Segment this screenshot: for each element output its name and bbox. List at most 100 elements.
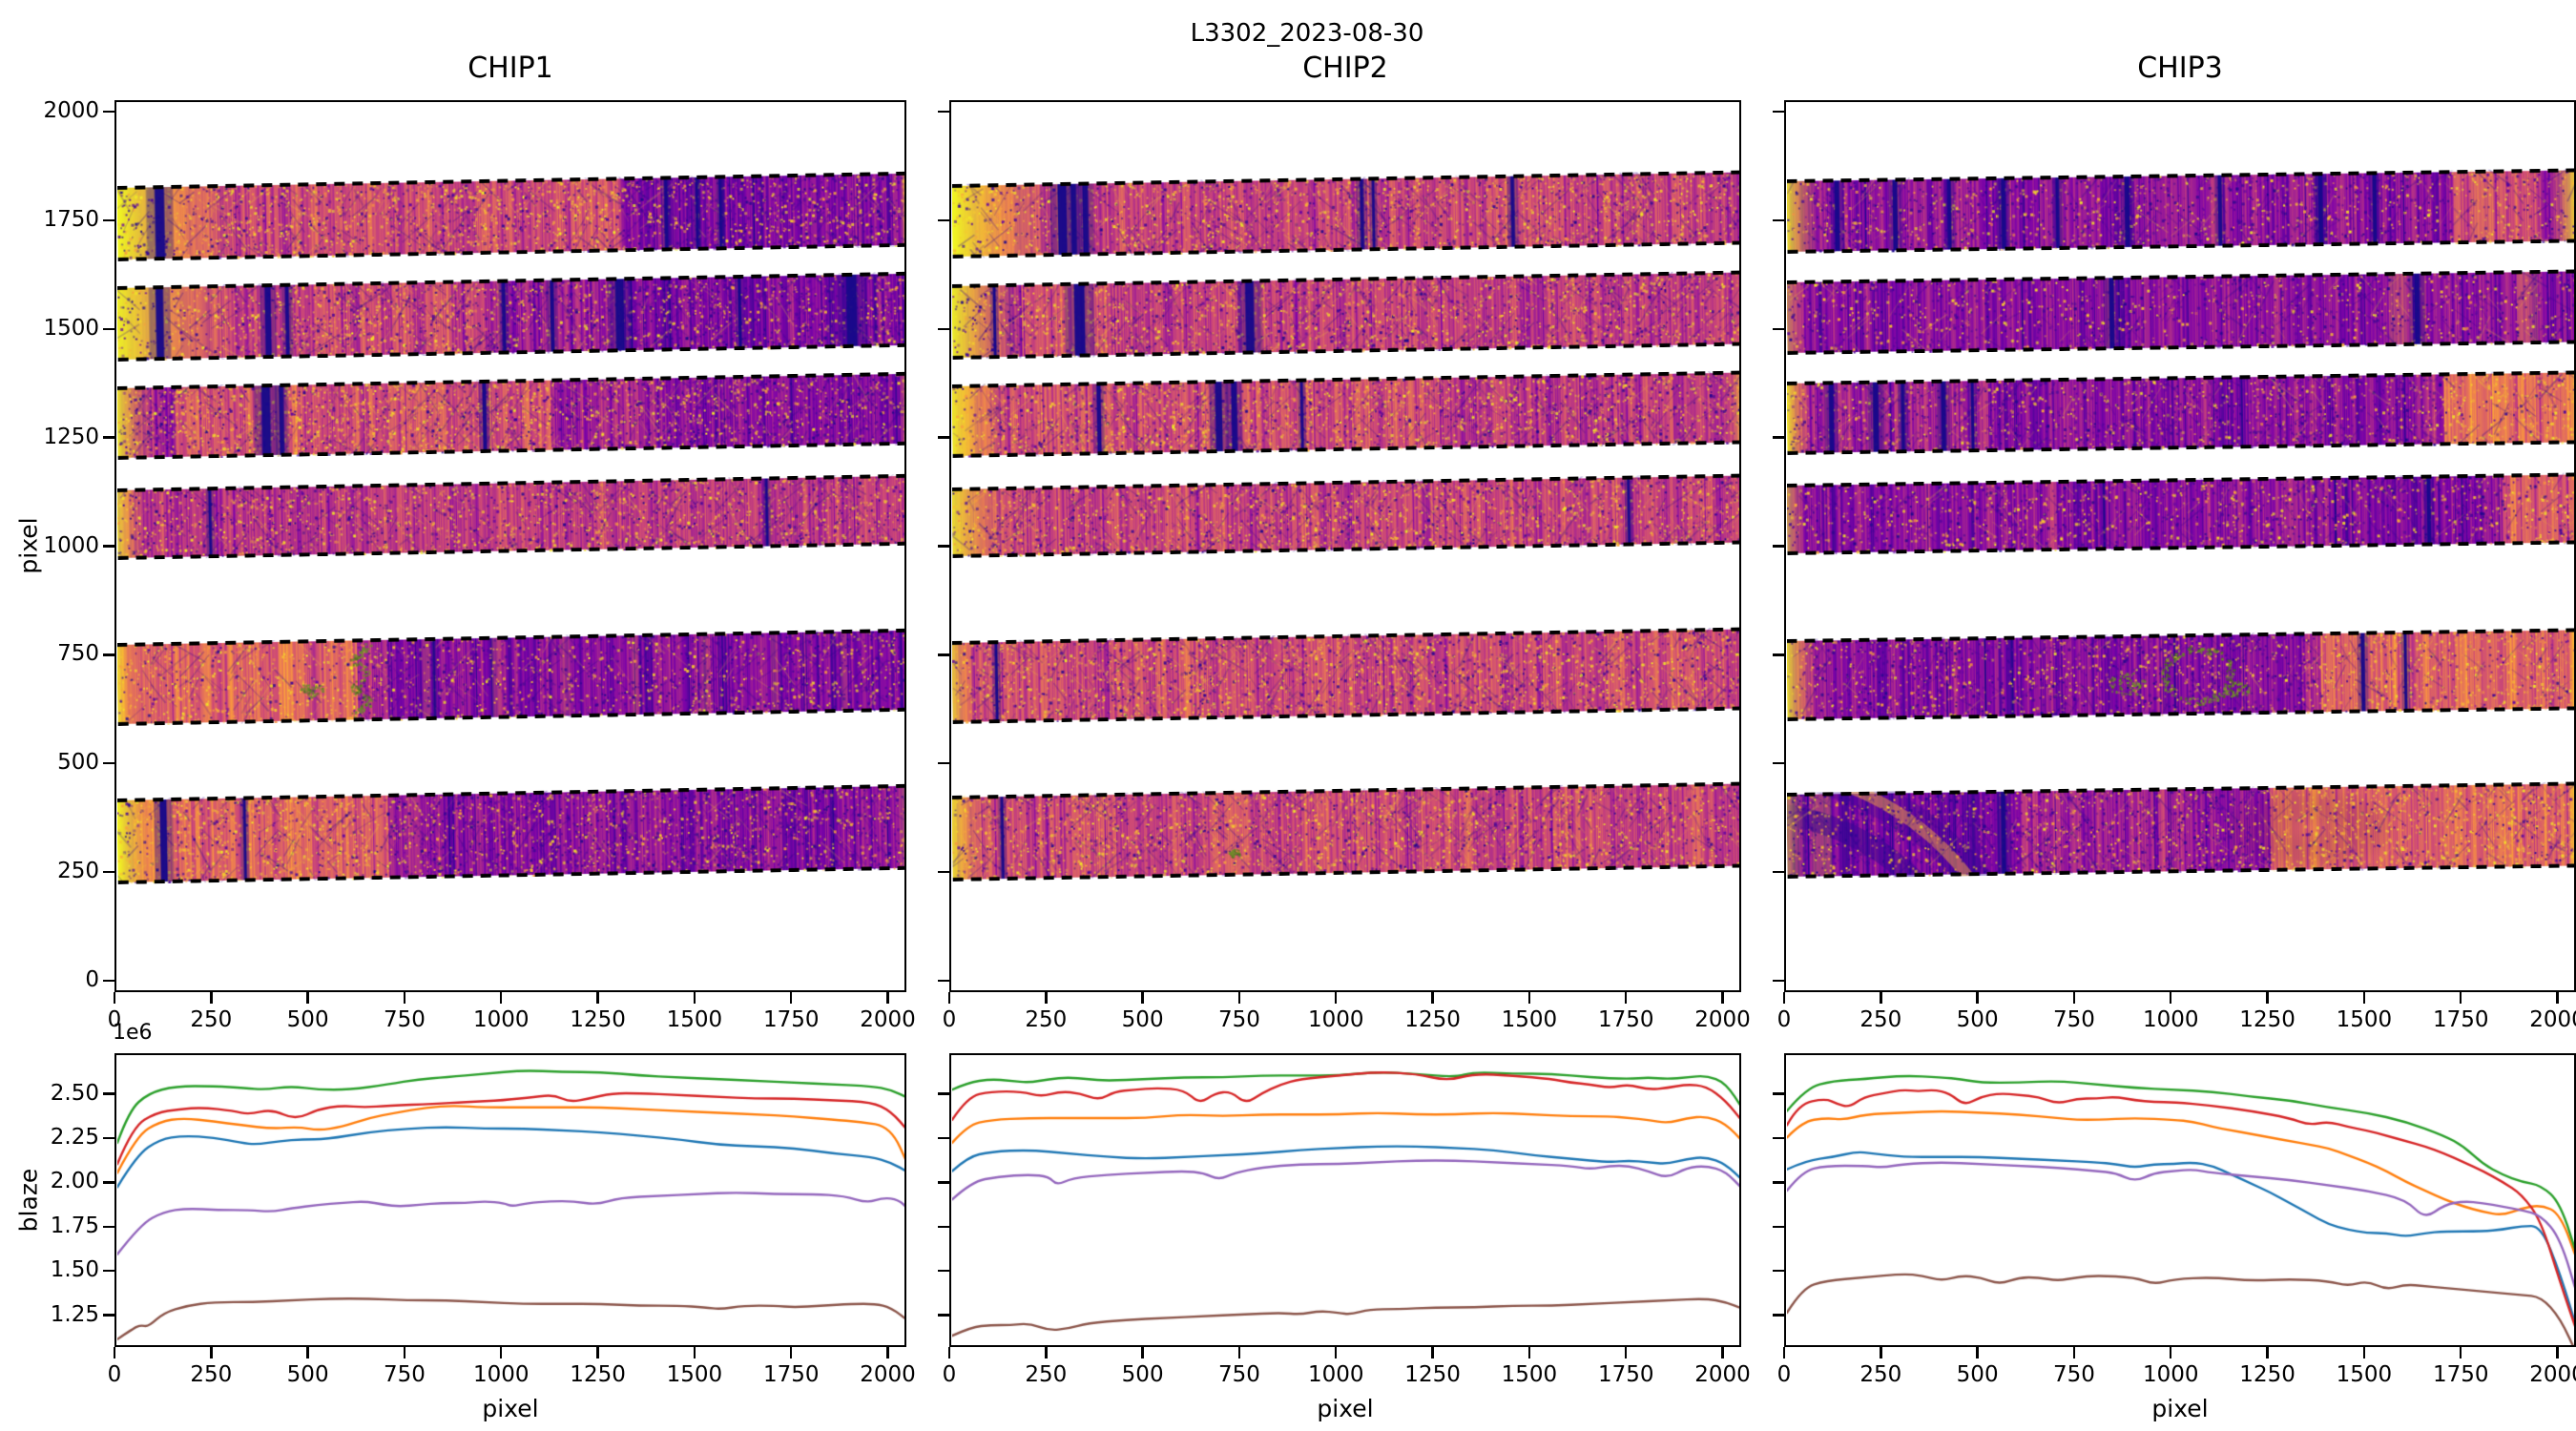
axis-tick: [1773, 436, 1784, 439]
x-tick-label: 750: [2053, 1362, 2095, 1387]
axis-tick: [790, 992, 793, 1004]
echelle-order-stripe: [116, 628, 904, 726]
x-tick-label: 1250: [1404, 1007, 1461, 1032]
y-tick-label: 1500: [43, 315, 99, 341]
axis-tick: [1625, 992, 1628, 1004]
x-tick-label: 1500: [2336, 1007, 2393, 1032]
order-image-canvas: [116, 271, 904, 362]
axis-tick: [938, 1225, 949, 1229]
axis-tick: [103, 1092, 114, 1095]
x-tick-label: 1250: [2239, 1362, 2296, 1387]
axis-tick: [1782, 1347, 1786, 1358]
axis-tick: [938, 1181, 949, 1184]
y-offset-text: 1e6: [113, 1021, 153, 1045]
axis-tick: [103, 653, 114, 656]
axis-tick: [1773, 1181, 1784, 1184]
x-tick-label: 2000: [2529, 1007, 2576, 1032]
axis-tick: [103, 1270, 114, 1273]
x-tick-label: 500: [1956, 1007, 1999, 1032]
axis-tick: [1773, 1270, 1784, 1273]
axis-tick: [210, 1347, 213, 1358]
axis-tick: [1335, 992, 1338, 1004]
axis-tick: [1431, 1347, 1434, 1358]
y-tick-label: 2.00: [50, 1169, 99, 1194]
order-image-canvas: [1786, 268, 2574, 355]
x-tick-label: 1000: [472, 1007, 530, 1032]
axis-tick: [1045, 992, 1048, 1004]
x-tick-label: 0: [1776, 1007, 1792, 1032]
axis-tick: [210, 992, 213, 1004]
echelle-order-stripe: [116, 271, 904, 362]
axis-tick: [1773, 870, 1784, 874]
axis-tick: [103, 1314, 114, 1317]
x-tick-label: 250: [190, 1007, 233, 1032]
echelle-order-stripe: [116, 171, 904, 261]
x-tick-label: 1750: [2432, 1362, 2489, 1387]
echelle-order-stripe: [116, 473, 904, 560]
axis-tick: [1773, 110, 1784, 114]
axis-tick: [1773, 1225, 1784, 1229]
axis-tick: [1782, 992, 1786, 1004]
axis-tick: [500, 1347, 503, 1358]
echelle-order-stripe: [1786, 369, 2574, 455]
axis-tick: [938, 979, 949, 983]
axis-tick: [2266, 1347, 2269, 1358]
axis-tick: [1976, 1347, 1979, 1358]
x-tick-label: 500: [1121, 1362, 1164, 1387]
axis-tick: [2556, 1347, 2559, 1358]
x-tick-label: 250: [1859, 1007, 1902, 1032]
axis-tick: [500, 992, 503, 1004]
x-tick-label: 1000: [1307, 1007, 1364, 1032]
axis-tick: [2556, 992, 2559, 1004]
x-tick-label: 750: [384, 1007, 426, 1032]
blaze-curves-canvas: [116, 1055, 904, 1345]
axis-tick: [886, 992, 889, 1004]
x-tick-label: 250: [1025, 1362, 1068, 1387]
order-image-canvas: [1786, 167, 2574, 254]
axis-tick: [1773, 762, 1784, 765]
y-tick-label: 750: [57, 641, 99, 667]
axis-tick: [403, 992, 406, 1004]
axis-tick: [693, 992, 696, 1004]
x-tick-label: 0: [107, 1007, 122, 1032]
y-tick-label: 1250: [43, 424, 99, 449]
order-image-canvas: [951, 270, 1739, 360]
axis-tick: [1773, 653, 1784, 656]
x-tick-label: 1500: [666, 1007, 723, 1032]
axis-tick: [113, 1347, 116, 1358]
axis-tick: [1773, 1092, 1784, 1095]
order-image-canvas: [116, 371, 904, 460]
axis-tick: [1527, 1347, 1531, 1358]
x-tick-label: 1750: [762, 1362, 820, 1387]
axis-tick: [1773, 979, 1784, 983]
x-tick-label: 250: [1859, 1362, 1902, 1387]
x-tick-label: 1750: [1597, 1362, 1654, 1387]
axis-tick: [886, 1347, 889, 1358]
axis-tick: [596, 992, 599, 1004]
x-tick-label: 1750: [1597, 1007, 1654, 1032]
y-tick-label: 2.50: [50, 1080, 99, 1106]
x-tick-label: 2000: [860, 1362, 916, 1387]
x-tick-label: 750: [384, 1362, 426, 1387]
echelle-order-stripe: [1786, 167, 2574, 254]
panel-title: CHIP1: [467, 52, 553, 85]
x-tick-label: 0: [107, 1362, 122, 1387]
panel-title: CHIP3: [2137, 52, 2223, 85]
axis-tick: [103, 1181, 114, 1184]
x-tick-label: 250: [190, 1362, 233, 1387]
axis-tick: [947, 1347, 951, 1358]
order-image-canvas: [951, 170, 1739, 259]
axis-tick: [1773, 1314, 1784, 1317]
axis-tick: [403, 1347, 406, 1358]
blaze-curves-canvas: [951, 1055, 1739, 1345]
axis-tick: [938, 545, 949, 548]
y-tick-label: 1750: [43, 206, 99, 232]
axis-tick: [2362, 1347, 2366, 1358]
axis-tick: [1773, 218, 1784, 222]
x-tick-label: 250: [1025, 1007, 1068, 1032]
axis-tick: [306, 1347, 309, 1358]
axis-tick: [1141, 1347, 1144, 1358]
x-tick-label: 750: [2053, 1007, 2095, 1032]
axis-tick: [2072, 992, 2076, 1004]
